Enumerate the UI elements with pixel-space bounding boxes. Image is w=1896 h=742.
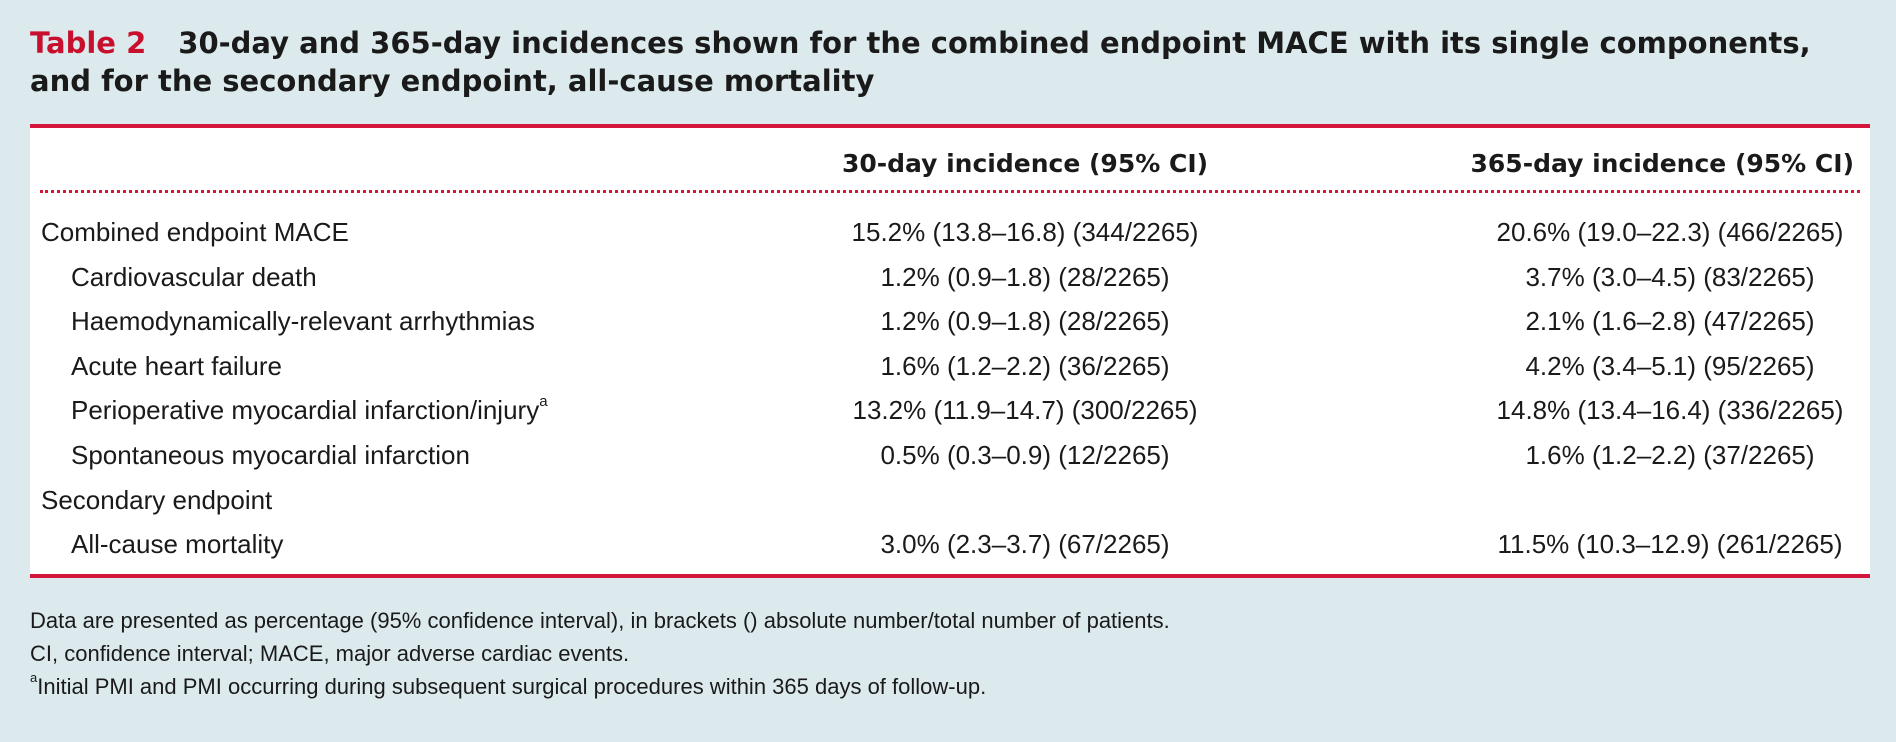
header-365-day: 365-day incidence (95% CI) xyxy=(1470,149,1854,178)
value-30-day: 1.2% (0.9–1.8) (28/2265) xyxy=(880,306,1170,337)
value-365-day: 3.7% (3.0–4.5) (83/2265) xyxy=(1525,261,1815,292)
table-label: Table 2 xyxy=(30,26,147,60)
table-row: Acute heart failure 1.6% (1.2–2.2) (36/2… xyxy=(30,344,1870,389)
row-label: Haemodynamically-relevant arrhythmias xyxy=(71,306,535,337)
footnote-line: CI, confidence interval; MACE, major adv… xyxy=(30,641,630,666)
row-label: Perioperative myocardial infarction/inju… xyxy=(71,388,548,432)
footnote-line: Data are presented as percentage (95% co… xyxy=(30,608,1170,633)
value-365-day: 14.8% (13.4–16.4) (336/2265) xyxy=(1496,395,1844,426)
footnote-marker: a xyxy=(539,392,548,410)
table-row: Cardiovascular death 1.2% (0.9–1.8) (28/… xyxy=(30,255,1870,300)
table-footnotes: Data are presented as percentage (95% co… xyxy=(30,604,1870,703)
table-row: Haemodynamically-relevant arrhythmias 1.… xyxy=(30,299,1870,344)
value-365-day: 2.1% (1.6–2.8) (47/2265) xyxy=(1525,306,1815,337)
row-label: Combined endpoint MACE xyxy=(41,217,349,247)
row-label: Spontaneous myocardial infarction xyxy=(71,439,470,470)
value-30-day: 3.0% (2.3–3.7) (67/2265) xyxy=(880,529,1170,560)
value-365-day: 11.5% (10.3–12.9) (261/2265) xyxy=(1497,529,1843,560)
table-row: Secondary endpoint xyxy=(30,478,1870,523)
value-365-day: 1.6% (1.2–2.2) (37/2265) xyxy=(1525,439,1815,470)
table-caption: Table 2 30-day and 365-day incidences sho… xyxy=(30,24,1870,100)
row-label-text: Perioperative myocardial infarction/inju… xyxy=(71,395,540,426)
table-row: Perioperative myocardial infarction/inju… xyxy=(30,388,1870,433)
row-label: Secondary endpoint xyxy=(41,484,273,515)
footnote-marker: a xyxy=(30,669,38,685)
header-divider xyxy=(40,190,1860,193)
header-30-day: 30-day incidence (95% CI) xyxy=(841,149,1209,178)
table-row: Combined endpoint MACE 15.2% (13.8–16.8)… xyxy=(30,210,1870,255)
footnote-text: Initial PMI and PMI occurring during sub… xyxy=(37,674,987,699)
row-label: Cardiovascular death xyxy=(71,261,317,292)
value-30-day: 15.2% (13.8–16.8) (344/2265) xyxy=(851,217,1199,247)
value-30-day: 13.2% (11.9–14.7) (300/2265) xyxy=(852,395,1198,426)
table-row: Spontaneous myocardial infarction 0.5% (… xyxy=(30,433,1870,478)
table-body: Combined endpoint MACE 15.2% (13.8–16.8)… xyxy=(30,210,1870,567)
value-30-day: 0.5% (0.3–0.9) (12/2265) xyxy=(880,439,1170,470)
value-365-day: 20.6% (19.0–22.3) (466/2265) xyxy=(1496,217,1844,247)
value-30-day: 1.2% (0.9–1.8) (28/2265) xyxy=(880,261,1170,292)
row-label: All-cause mortality xyxy=(71,529,284,560)
value-30-day: 1.6% (1.2–2.2) (36/2265) xyxy=(880,350,1170,381)
caption-text: 30-day and 365-day incidences shown for … xyxy=(30,26,1811,98)
row-label: Acute heart failure xyxy=(71,350,283,381)
results-table: 30-day incidence (95% CI) 365-day incide… xyxy=(30,124,1870,578)
value-365-day: 4.2% (3.4–5.1) (95/2265) xyxy=(1525,350,1815,381)
footnote-line: aInitial PMI and PMI occurring during su… xyxy=(30,670,1870,703)
table-row: All-cause mortality 3.0% (2.3–3.7) (67/2… xyxy=(30,522,1870,567)
